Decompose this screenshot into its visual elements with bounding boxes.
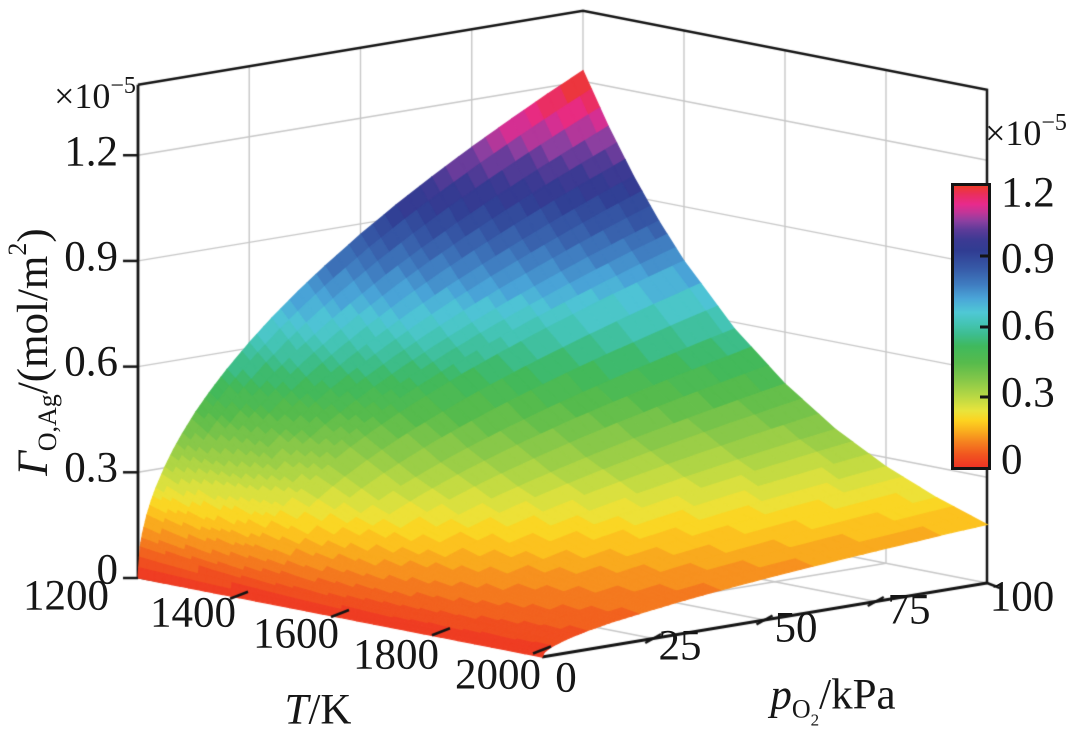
p-axis-tick-label: 50: [774, 604, 818, 652]
p-axis-label: pO2/kPa: [770, 671, 896, 730]
colorbar: [951, 183, 991, 470]
colorbar-tick-label: 1.2: [1001, 169, 1055, 217]
p-axis-tick-label: 100: [989, 573, 1055, 621]
z-axis-tick-label: 1.2: [64, 128, 118, 176]
colorbar-tick-label: 0.9: [1001, 235, 1055, 283]
z-axis-tick-label: 0.9: [64, 233, 118, 281]
z-axis-label-subscript: O,Ag: [33, 394, 62, 452]
colorbar-scale-label: ×10−5: [985, 110, 1067, 153]
t-axis-label: T/K: [284, 686, 352, 734]
t-symbol: T: [284, 686, 309, 734]
t-axis-tick-label: 1200: [23, 572, 109, 620]
p-axis-tick-label: 75: [887, 586, 931, 634]
colorbar-tick: [980, 254, 988, 258]
p-axis-label-subscript: O2: [791, 694, 820, 730]
z-axis-tick-label: 0: [96, 546, 119, 594]
z-axis-label-superscript: 2: [3, 242, 32, 256]
colorbar-tick: [980, 325, 988, 328]
colorbar-tick-label: 0: [1001, 436, 1023, 484]
z-axis-label: ΓO,Ag/(mol/m2): [3, 228, 62, 476]
colorbar-tick-label: 0.3: [1001, 369, 1055, 417]
z-axis-tick-label: 0.3: [64, 444, 118, 492]
colorbar-tick: [980, 395, 988, 399]
p-symbol: p: [770, 671, 792, 719]
p-axis-tick-label: 25: [658, 622, 702, 670]
colorbar-tick-label: 0.6: [1001, 302, 1055, 350]
t-axis-tick-label: 2000: [455, 651, 541, 699]
gamma-symbol: Γ: [10, 451, 57, 476]
p-axis-tick-label: 0: [555, 654, 577, 702]
z-axis-scale-label: ×10−5: [54, 73, 136, 116]
z-axis-scale-exponent: −5: [110, 73, 136, 99]
colorbar-scale-exponent: −5: [1041, 110, 1067, 136]
p-axis-label-subsubscript: 2: [810, 710, 820, 730]
t-axis-tick-label: 1400: [150, 589, 236, 637]
t-axis-tick-label: 1800: [353, 631, 439, 679]
z-axis-tick-label: 0.6: [64, 338, 118, 386]
t-axis-tick-label: 1600: [253, 610, 339, 658]
